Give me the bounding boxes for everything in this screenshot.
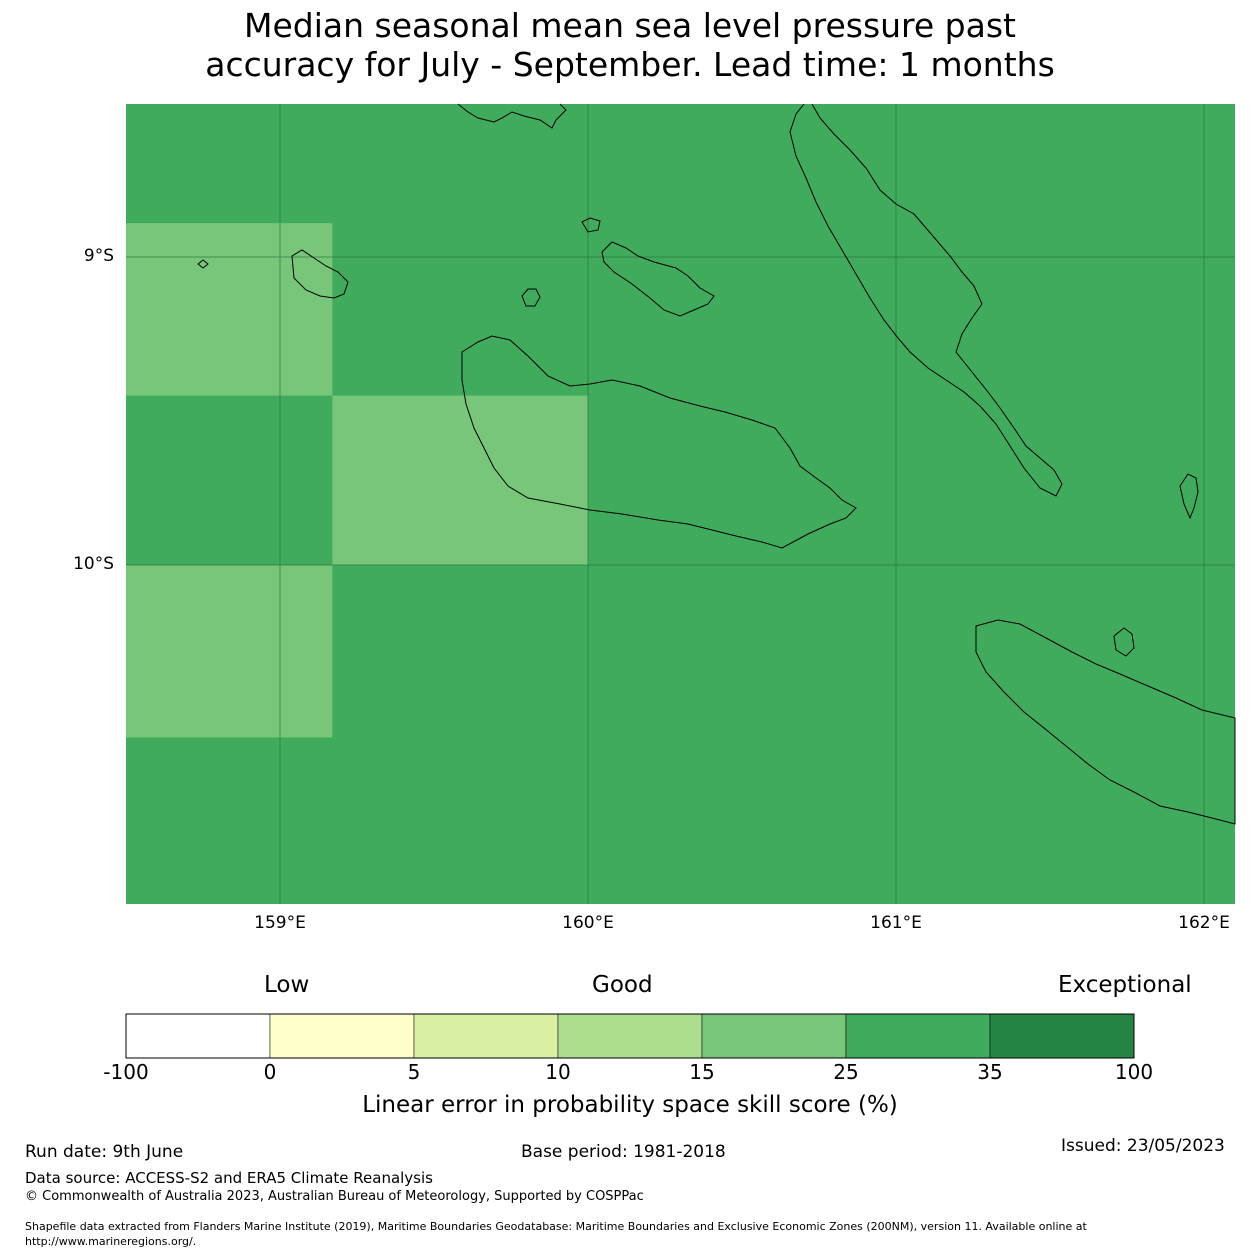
coastline-nggela [601, 241, 715, 317]
skill-cell-3 [126, 565, 333, 738]
map-title-line-2: accuracy for July - September. Lead time… [205, 45, 1055, 84]
coastline-islet-north [457, 103, 567, 129]
coastline-islet-west [197, 259, 209, 269]
colorbar-tick-label: 10 [545, 1060, 571, 1084]
colorbar-tick-label: 25 [833, 1060, 859, 1084]
map-title-line-1: Median seasonal mean sea level pressure … [244, 6, 1016, 45]
lon-label-160e: 160°E [562, 913, 614, 933]
coastlines [197, 103, 1236, 825]
colorbar-tick-label: 100 [1114, 1060, 1154, 1084]
coastline-savo [521, 288, 541, 307]
coastline-guadalcanal [461, 335, 857, 549]
copyright: © Commonwealth of Australia 2023, Austra… [25, 1189, 644, 1204]
lon-label-161e: 161°E [870, 913, 922, 933]
lon-label-159e: 159°E [254, 913, 306, 933]
lon-label-162e: 162°E [1178, 913, 1230, 933]
lat-label-10s: 10°S [73, 554, 114, 574]
colorbar-tick-label: -100 [103, 1060, 149, 1084]
base-period: Base period: 1981-2018 [521, 1142, 726, 1162]
colorbar-tick-label: 35 [977, 1060, 1003, 1084]
issued-date: Issued: 23/05/2023 [1061, 1136, 1225, 1156]
colorbar-tick-label: 15 [689, 1060, 715, 1084]
run-date: Run date: 9th June [25, 1142, 184, 1162]
colorbar-category-exceptional: Exceptional [1058, 972, 1192, 998]
data-source: Data source: ACCESS-S2 and ERA5 Climate … [25, 1169, 433, 1187]
skill-cell-2 [332, 395, 588, 565]
colorbar-category-good: Good [592, 972, 653, 998]
coastline-islet-ne [581, 217, 601, 233]
coastline-malaita [789, 103, 1063, 497]
colorbar-tick-label: 5 [407, 1060, 421, 1084]
coastline-east-islet [1179, 473, 1199, 520]
coastline-russell-islands [291, 249, 349, 299]
graticule [126, 104, 1235, 904]
colorbar-tick-label: 0 [263, 1060, 277, 1084]
skill-cell-1 [126, 223, 333, 396]
lat-label-9s: 9°S [83, 246, 114, 266]
shapefile-credit-line-2: http://www.marineregions.org/. [25, 1235, 197, 1248]
shapefile-credit-line-1: Shapefile data extracted from Flanders M… [25, 1220, 1087, 1233]
colorbar-category-low: Low [264, 972, 310, 998]
coastline-makira [975, 619, 1236, 825]
coastline-ulawa [1113, 627, 1135, 657]
colorbar-label: Linear error in probability space skill … [362, 1092, 898, 1118]
